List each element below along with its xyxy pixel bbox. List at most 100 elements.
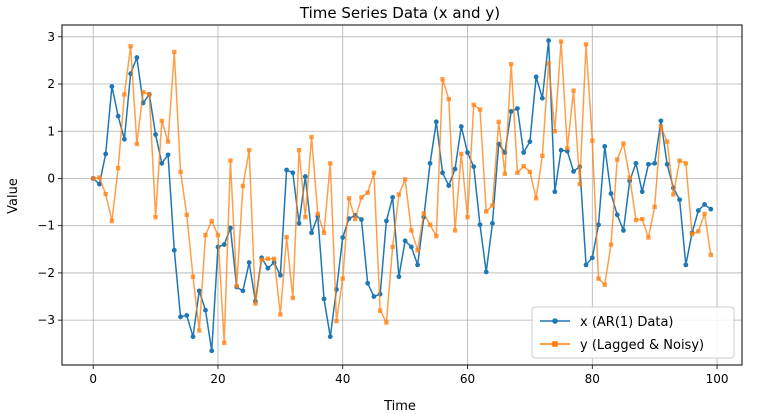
data-point bbox=[103, 191, 108, 197]
y-tick-label: 1 bbox=[47, 124, 55, 138]
x-tick-label: 20 bbox=[210, 372, 225, 386]
data-point bbox=[477, 222, 483, 228]
data-point bbox=[427, 222, 433, 227]
data-point bbox=[265, 256, 271, 261]
legend-marker-x bbox=[552, 318, 558, 324]
data-point bbox=[465, 150, 470, 155]
data-point bbox=[284, 234, 289, 240]
data-point bbox=[353, 216, 358, 222]
data-point bbox=[521, 163, 526, 169]
data-point bbox=[502, 171, 508, 176]
data-point bbox=[458, 124, 464, 129]
data-point bbox=[277, 272, 283, 278]
data-point bbox=[583, 262, 589, 268]
legend-box bbox=[531, 306, 735, 359]
data-point bbox=[639, 189, 645, 195]
data-point bbox=[246, 260, 252, 265]
data-point bbox=[508, 109, 514, 114]
data-point bbox=[290, 170, 296, 176]
data-point bbox=[515, 170, 520, 176]
data-point bbox=[215, 232, 221, 238]
data-point bbox=[677, 158, 682, 163]
data-point bbox=[633, 160, 639, 166]
data-point bbox=[540, 153, 545, 159]
data-point bbox=[165, 152, 171, 158]
data-point bbox=[246, 147, 252, 153]
data-point bbox=[209, 348, 215, 354]
data-point bbox=[652, 204, 657, 210]
data-point bbox=[134, 55, 140, 60]
data-point bbox=[390, 194, 396, 200]
data-point bbox=[639, 216, 645, 222]
data-point bbox=[602, 143, 608, 149]
data-point bbox=[527, 169, 533, 175]
data-point bbox=[178, 314, 183, 320]
data-point bbox=[284, 167, 289, 173]
data-point bbox=[234, 283, 239, 289]
chart-title: Time Series Data (x and y) bbox=[299, 4, 500, 22]
data-point bbox=[583, 42, 589, 47]
series-layer bbox=[90, 38, 714, 354]
data-point bbox=[327, 334, 333, 340]
data-point bbox=[621, 141, 626, 146]
data-point bbox=[696, 229, 701, 234]
data-point bbox=[695, 208, 701, 213]
data-point bbox=[228, 158, 233, 163]
data-point bbox=[190, 274, 196, 279]
data-point bbox=[590, 138, 595, 143]
data-point bbox=[140, 89, 146, 95]
data-point bbox=[346, 196, 352, 201]
data-point bbox=[633, 217, 639, 223]
data-point bbox=[309, 230, 314, 236]
data-point bbox=[515, 106, 520, 111]
legend-marker-y bbox=[552, 341, 558, 347]
data-point bbox=[677, 197, 683, 203]
data-point bbox=[415, 262, 420, 268]
data-point bbox=[184, 313, 190, 318]
data-point bbox=[646, 235, 651, 240]
data-point bbox=[658, 124, 664, 129]
data-point bbox=[365, 190, 370, 195]
data-point bbox=[421, 211, 427, 216]
data-point bbox=[240, 288, 246, 294]
data-point bbox=[459, 151, 464, 157]
data-point bbox=[321, 296, 327, 302]
data-point bbox=[433, 119, 439, 125]
data-point bbox=[359, 195, 364, 200]
data-point bbox=[571, 88, 576, 93]
data-point bbox=[646, 161, 651, 167]
data-point bbox=[253, 301, 258, 306]
y-tick-label: −2 bbox=[37, 266, 55, 280]
data-point bbox=[109, 218, 115, 224]
legend-label-x: x (AR(1) Data) bbox=[580, 315, 673, 330]
data-point bbox=[197, 328, 202, 333]
data-point bbox=[115, 113, 121, 119]
data-point bbox=[552, 129, 558, 134]
data-point bbox=[271, 256, 277, 261]
data-point bbox=[483, 269, 489, 275]
x-tick-label: 0 bbox=[89, 372, 97, 386]
data-point bbox=[490, 220, 495, 226]
data-point bbox=[440, 170, 445, 176]
data-point bbox=[315, 211, 320, 217]
data-point bbox=[303, 214, 308, 220]
series-0 bbox=[90, 38, 714, 354]
data-point bbox=[577, 181, 582, 187]
data-point bbox=[452, 228, 458, 233]
data-point bbox=[708, 252, 714, 258]
data-point bbox=[278, 312, 283, 317]
data-point bbox=[240, 183, 246, 189]
data-point bbox=[203, 232, 208, 238]
data-point bbox=[196, 288, 202, 294]
x-tick-label: 80 bbox=[585, 372, 600, 386]
data-point bbox=[702, 202, 707, 207]
y-tick-label: 0 bbox=[47, 171, 55, 185]
data-point bbox=[134, 141, 140, 147]
data-point bbox=[209, 218, 214, 224]
data-point bbox=[147, 92, 152, 97]
plot-frame bbox=[61, 24, 743, 366]
data-point bbox=[396, 274, 402, 280]
data-point bbox=[115, 165, 121, 171]
data-point bbox=[309, 134, 314, 140]
